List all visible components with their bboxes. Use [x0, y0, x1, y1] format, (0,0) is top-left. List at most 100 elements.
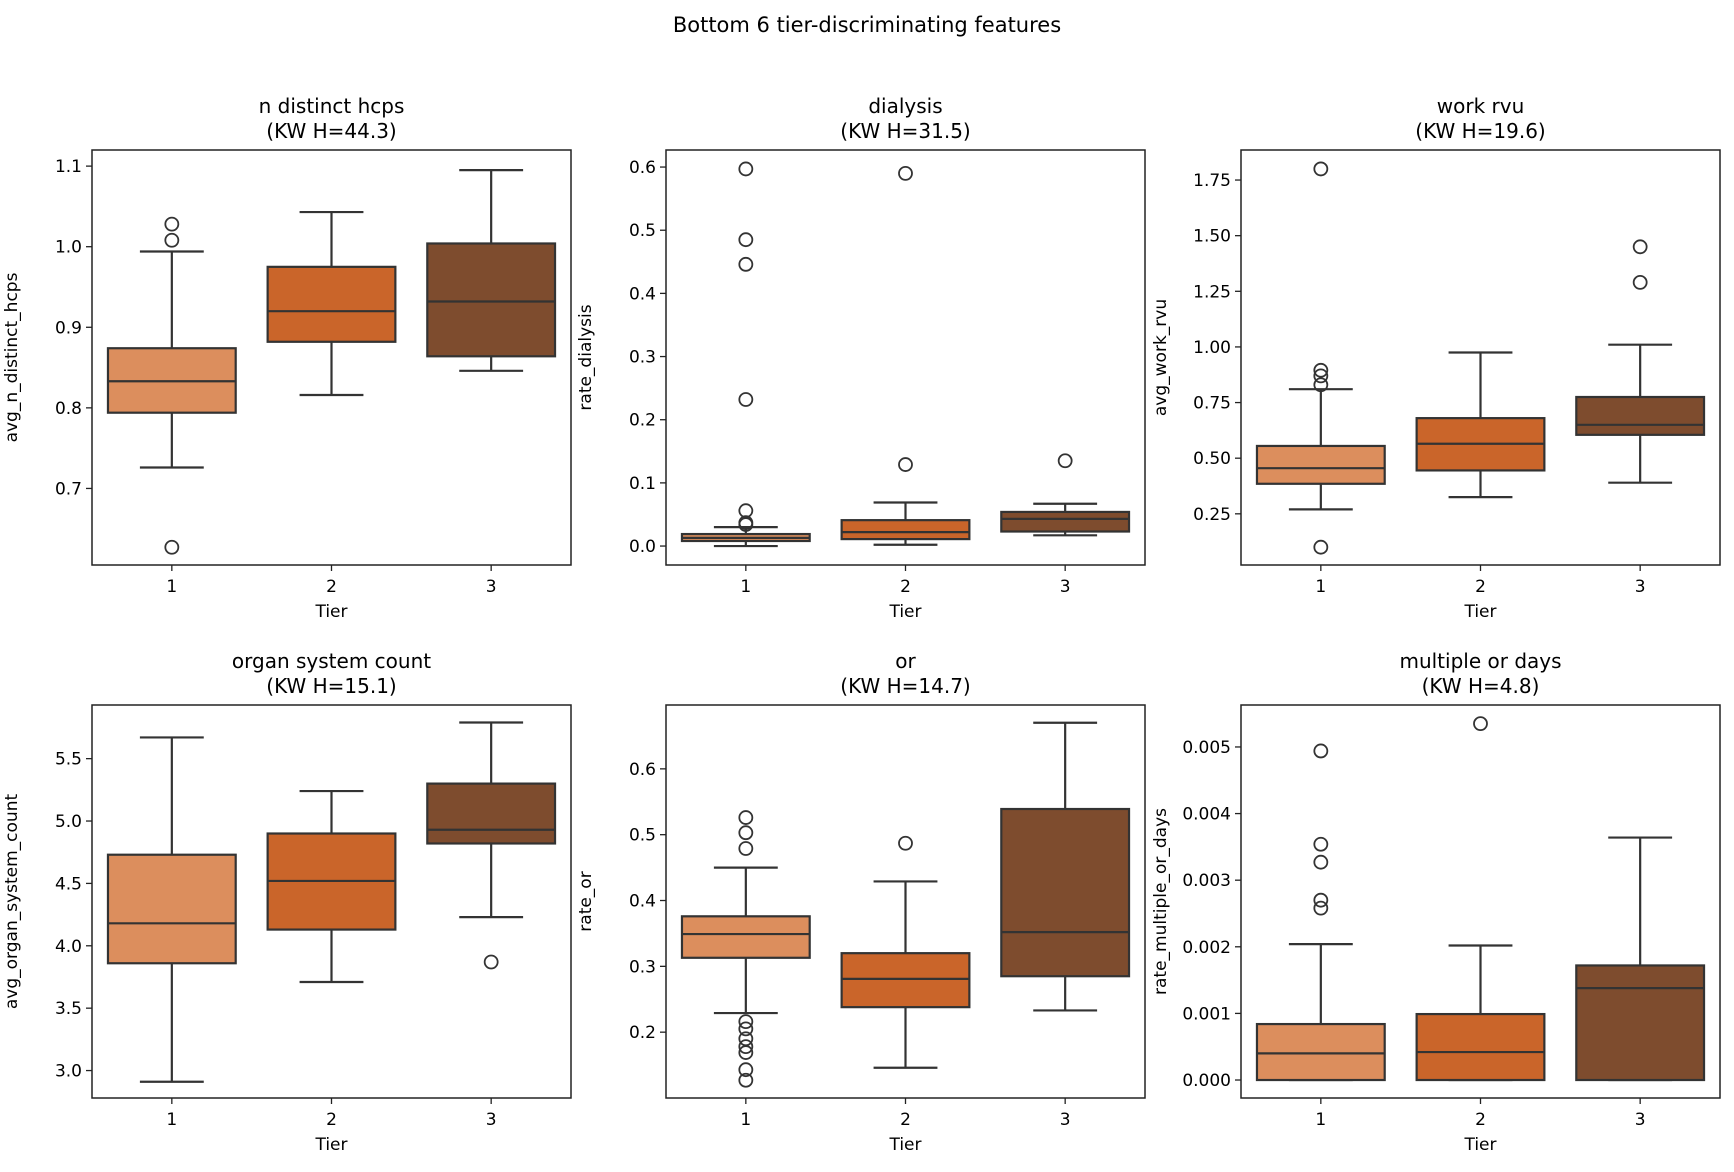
x-tick-label: 2 — [1475, 577, 1486, 597]
outlier-point — [1313, 743, 1329, 759]
outlier-point — [738, 517, 754, 532]
subplot-1: n distinct hcps(KW H=44.3) 0.7 0.8 0.9 1.0 1.… — [2, 94, 572, 622]
outlier-point — [1313, 161, 1329, 177]
y-tick-label: 4.0 — [55, 937, 82, 957]
box-tier-2 — [1415, 351, 1546, 499]
box-tier-3 — [1575, 836, 1706, 1082]
box-tier-3 — [426, 721, 557, 970]
outlier-point — [164, 539, 180, 555]
outlier-point — [738, 1014, 754, 1030]
x-tick-label: 2 — [326, 577, 337, 597]
y-tick-label: 0.0 — [629, 537, 656, 557]
box-tier-3 — [1575, 239, 1706, 484]
outlier-point — [738, 256, 754, 272]
iqr-box — [840, 519, 971, 541]
y-axis-label: avg_organ_system_count — [2, 794, 22, 1010]
y-tick-label: 4.5 — [55, 874, 82, 894]
iqr-box — [1000, 807, 1131, 978]
box-tier-1 — [680, 161, 811, 548]
subplot-6: multiple or days(KW H=4.8) 0.000 0.001 0.00… — [1151, 649, 1721, 1155]
iqr-box — [1415, 1012, 1546, 1082]
subplots: n distinct hcps(KW H=44.3) 0.7 0.8 0.9 1.0 1.… — [2, 94, 1721, 1155]
outlier-point — [898, 835, 913, 851]
outlier-point — [898, 457, 913, 472]
y-tick-label: 1.50 — [1193, 227, 1231, 247]
x-tick-label: 3 — [1060, 1110, 1071, 1130]
iqr-box — [426, 242, 557, 358]
x-tick-label: 1 — [740, 577, 751, 597]
y-tick-label: 0.2 — [629, 1023, 656, 1043]
y-tick-label: 0.002 — [1182, 938, 1231, 958]
x-axis-label: Tier — [888, 1135, 921, 1155]
y-tick-label: 1.75 — [1193, 171, 1231, 191]
subplot-title: dialysis — [868, 94, 942, 118]
y-tick-label: 0.4 — [629, 284, 656, 304]
outlier-point — [164, 216, 180, 232]
iqr-box — [1255, 444, 1386, 485]
subplot-title: organ system count — [232, 649, 431, 673]
y-tick-label: 3.0 — [55, 1062, 82, 1082]
x-tick-label: 3 — [1635, 1110, 1646, 1130]
x-axis-label: Tier — [1463, 1135, 1496, 1155]
outlier-point — [738, 1045, 754, 1060]
y-tick-label: 0.4 — [629, 892, 656, 912]
figure-title: Bottom 6 tier-discriminating features — [673, 13, 1061, 37]
box-tier-1 — [1255, 161, 1386, 555]
x-tick-label: 1 — [740, 1110, 751, 1130]
outlier-point — [1313, 854, 1329, 870]
y-tick-label: 0.7 — [55, 479, 82, 499]
y-tick-label: 0.8 — [55, 399, 82, 419]
x-tick-label: 2 — [1475, 1110, 1486, 1130]
box-tier-2 — [266, 210, 397, 397]
box-tier-2 — [840, 165, 971, 546]
subplot-title: work rvu — [1437, 94, 1525, 118]
y-axis-label: avg_n_distinct_hcps — [2, 272, 22, 442]
outlier-point — [738, 232, 754, 248]
outlier-point — [898, 165, 913, 181]
iqr-box — [426, 782, 557, 845]
outlier-point — [1313, 900, 1329, 916]
outlier-point — [483, 954, 499, 970]
subplot-5: or(KW H=14.7) 0.2 0.3 0.4 0.5 0.6 1 2 3 Tier rate_… — [576, 649, 1146, 1155]
subplot-3: work rvu(KW H=19.6) 0.25 0.50 0.75 1.00 1.25 1… — [1151, 94, 1721, 622]
iqr-box — [1000, 510, 1131, 533]
outlier-point — [738, 392, 754, 407]
y-axis-label: avg_work_rvu — [1151, 299, 1171, 416]
subplot-subtitle: (KW H=19.6) — [1415, 119, 1545, 143]
y-tick-label: 1.25 — [1193, 282, 1231, 302]
outlier-point — [1632, 274, 1648, 290]
y-tick-label: 0.75 — [1193, 394, 1231, 414]
outlier-point — [1057, 453, 1073, 469]
outlier-point — [738, 810, 754, 825]
y-tick-label: 0.005 — [1182, 738, 1231, 758]
outlier-point — [1313, 362, 1329, 378]
outlier-point — [738, 825, 754, 841]
y-tick-label: 0.003 — [1182, 871, 1231, 891]
x-tick-label: 2 — [326, 1110, 337, 1130]
x-tick-label: 3 — [1060, 577, 1071, 597]
y-tick-label: 1.1 — [55, 157, 82, 177]
iqr-box — [106, 853, 237, 965]
outlier-point — [738, 1021, 754, 1037]
y-tick-label: 0.5 — [629, 221, 656, 241]
x-axis-label: Tier — [314, 1135, 347, 1155]
y-tick-label: 0.50 — [1193, 449, 1231, 469]
box-tier-1 — [1255, 743, 1386, 1082]
outlier-point — [1313, 836, 1329, 852]
outlier-point — [738, 1062, 754, 1078]
x-axis-label: Tier — [888, 602, 921, 622]
y-tick-label: 0.6 — [629, 760, 656, 780]
subplot-subtitle: (KW H=44.3) — [266, 119, 396, 143]
iqr-box — [1575, 964, 1706, 1082]
y-axis-label: rate_dialysis — [576, 304, 596, 410]
subplot-4: organ system count(KW H=15.1) 3.0 3.5 4.0 4.… — [2, 649, 572, 1155]
y-tick-label: 0.000 — [1182, 1071, 1231, 1091]
outlier-point — [738, 841, 754, 856]
subplot-subtitle: (KW H=4.8) — [1422, 674, 1540, 698]
subplot-subtitle: (KW H=15.1) — [266, 674, 396, 698]
y-tick-label: 0.004 — [1182, 805, 1231, 825]
iqr-box — [680, 915, 811, 959]
subplot-subtitle: (KW H=31.5) — [840, 119, 970, 143]
y-tick-label: 0.25 — [1193, 505, 1231, 525]
